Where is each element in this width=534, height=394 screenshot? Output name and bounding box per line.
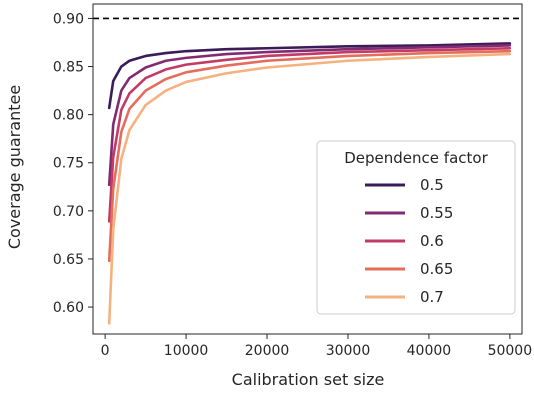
x-axis-label: Calibration set size — [232, 370, 385, 389]
series-line-0.6 — [107, 46, 512, 223]
y-axis: 0.60 0.65 0.70 0.75 0.80 0.85 0.90 — [53, 11, 93, 316]
y-tick-label: 0.85 — [53, 60, 84, 76]
plot-frame — [92, 3, 523, 335]
x-tick-label: 0 — [101, 343, 110, 359]
legend-title: Dependence factor — [344, 149, 488, 167]
legend-label: 0.65 — [420, 260, 453, 278]
legend-label: 0.5 — [420, 176, 444, 194]
y-tick-label: 0.75 — [53, 156, 84, 172]
legend-items: 0.5 0.55 0.6 0.65 0.7 — [365, 176, 453, 306]
x-tick-label: 40000 — [407, 343, 452, 359]
x-tick-label: 30000 — [326, 343, 371, 359]
legend-label: 0.6 — [420, 232, 444, 250]
series-line-0.55 — [107, 44, 512, 187]
series-line-0.5 — [107, 42, 512, 110]
plot-area — [92, 3, 523, 335]
legend-label: 0.7 — [420, 288, 444, 306]
series-line-0.65 — [107, 49, 512, 263]
legend-label: 0.55 — [420, 204, 453, 222]
x-tick-label: 10000 — [164, 343, 209, 359]
y-tick-label: 0.70 — [53, 204, 84, 220]
y-tick-label: 0.65 — [53, 252, 84, 268]
y-tick-label: 0.90 — [53, 11, 84, 27]
y-tick-label: 0.80 — [53, 108, 84, 124]
x-tick-label: 20000 — [245, 343, 290, 359]
y-tick-label: 0.60 — [53, 300, 84, 316]
y-axis-label: Coverage guarantee — [5, 85, 24, 249]
legend: Dependence factor 0.5 0.55 0.6 0.65 0.7 — [316, 140, 516, 315]
x-tick-label: 50000 — [488, 343, 533, 359]
x-axis: 0 10000 20000 30000 40000 50000 — [101, 334, 532, 359]
series-line-0.7 — [107, 52, 512, 325]
